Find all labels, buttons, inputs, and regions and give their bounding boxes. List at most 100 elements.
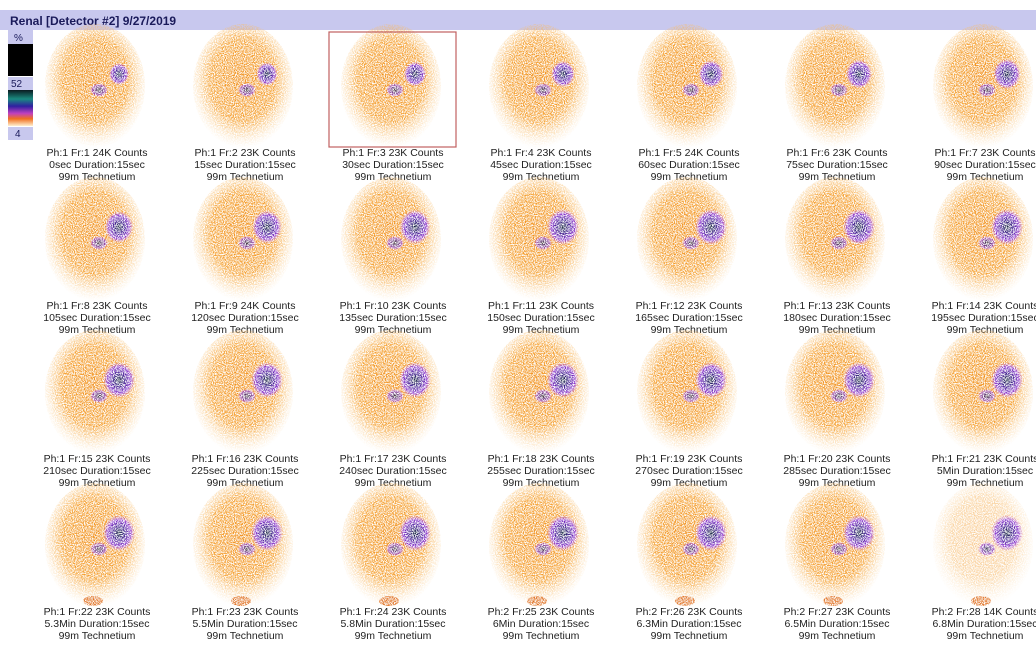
scan-image: [45, 24, 145, 148]
frame-isotope: 99m Technetium: [503, 477, 580, 489]
kidney-left: [682, 236, 700, 250]
scan-image: [341, 483, 441, 607]
frame-timing: 30sec Duration:15sec: [342, 159, 444, 171]
scan-image: [45, 483, 145, 607]
kidney-left: [238, 236, 256, 250]
scan-image: [341, 330, 441, 454]
kidney-left: [830, 236, 848, 250]
frame-isotope: 99m Technetium: [503, 630, 580, 642]
frame-timing: 5.5Min Duration:15sec: [192, 618, 297, 630]
bladder: [527, 596, 547, 606]
kidney: [551, 60, 575, 88]
kidney-left: [238, 542, 256, 556]
frame-label: Ph:2 Fr:28 14K Counts: [932, 606, 1036, 618]
frame-label: Ph:1 Fr:24 23K Counts: [340, 606, 447, 618]
kidney-left: [978, 236, 996, 250]
frame-isotope: 99m Technetium: [503, 171, 580, 183]
frame-timing: 270sec Duration:15sec: [635, 465, 742, 477]
scan-image: [489, 24, 589, 148]
frame-isotope: 99m Technetium: [947, 477, 1024, 489]
frame-isotope: 99m Technetium: [503, 324, 580, 336]
frame-isotope: 99m Technetium: [59, 477, 136, 489]
scan-image: [193, 24, 293, 148]
scan-image: [193, 483, 293, 607]
frame-timing: 75sec Duration:15sec: [786, 159, 888, 171]
kidney-left: [386, 83, 404, 97]
scale-max: 52: [11, 79, 23, 90]
frame-isotope: 99m Technetium: [799, 324, 876, 336]
bladder: [823, 596, 843, 606]
kidney: [846, 59, 872, 89]
frame-timing: 105sec Duration:15sec: [43, 312, 150, 324]
scan-image: [785, 330, 885, 454]
frame-timing: 6Min Duration:15sec: [493, 618, 589, 630]
kidney-left: [978, 389, 996, 403]
frame-timing: 150sec Duration:15sec: [487, 312, 594, 324]
scan-image: [489, 330, 589, 454]
scale-unit-box: [8, 30, 33, 44]
frame-label: Ph:1 Fr:19 23K Counts: [636, 453, 743, 465]
frame-label: Ph:1 Fr:13 23K Counts: [784, 300, 891, 312]
scan-image: [785, 177, 885, 301]
frame-isotope: 99m Technetium: [59, 171, 136, 183]
frame-isotope: 99m Technetium: [355, 171, 432, 183]
kidney-left: [90, 83, 108, 97]
scan-image: [933, 177, 1033, 301]
kidney: [403, 61, 427, 87]
frame-timing: 165sec Duration:15sec: [635, 312, 742, 324]
kidney-left: [238, 389, 256, 403]
kidney: [843, 515, 875, 551]
kidney-left: [830, 83, 848, 97]
kidney: [251, 362, 283, 398]
frame-isotope: 99m Technetium: [355, 324, 432, 336]
frame-label: Ph:1 Fr:4 23K Counts: [491, 147, 592, 159]
kidney-left: [90, 542, 108, 556]
scan-image: [489, 483, 589, 607]
frame-isotope: 99m Technetium: [59, 324, 136, 336]
frame-timing: 5.3Min Duration:15sec: [44, 618, 149, 630]
bladder: [231, 596, 251, 606]
scan-image: [785, 483, 885, 607]
kidney-left: [238, 83, 256, 97]
frame-label: Ph:2 Fr:25 23K Counts: [488, 606, 595, 618]
frame-label: Ph:1 Fr:9 24K Counts: [195, 300, 296, 312]
kidney: [256, 62, 278, 86]
frame-timing: 6.5Min Duration:15sec: [784, 618, 889, 630]
frame-timing: 285sec Duration:15sec: [783, 465, 890, 477]
scan-image: [341, 177, 441, 301]
kidney-left: [90, 236, 108, 250]
kidney-left: [534, 83, 552, 97]
kidney: [547, 362, 579, 398]
kidney-left: [386, 542, 404, 556]
frame-isotope: 99m Technetium: [207, 171, 284, 183]
frame-label: Ph:1 Fr:10 23K Counts: [340, 300, 447, 312]
scale-max-box: [8, 77, 33, 90]
header-bar: [0, 10, 1036, 30]
frame-label: Ph:1 Fr:2 23K Counts: [195, 147, 296, 159]
kidney: [251, 515, 283, 551]
kidney-left: [682, 542, 700, 556]
bladder: [83, 596, 103, 606]
scan-image: [341, 24, 441, 148]
kidney: [399, 515, 431, 551]
kidney-left: [682, 83, 700, 97]
frame-isotope: 99m Technetium: [651, 630, 728, 642]
kidney: [991, 362, 1023, 398]
frame-timing: 225sec Duration:15sec: [191, 465, 298, 477]
kidney: [843, 209, 875, 245]
frame-timing: 240sec Duration:15sec: [339, 465, 446, 477]
frame-isotope: 99m Technetium: [947, 171, 1024, 183]
selected-frame[interactable]: [328, 31, 457, 148]
